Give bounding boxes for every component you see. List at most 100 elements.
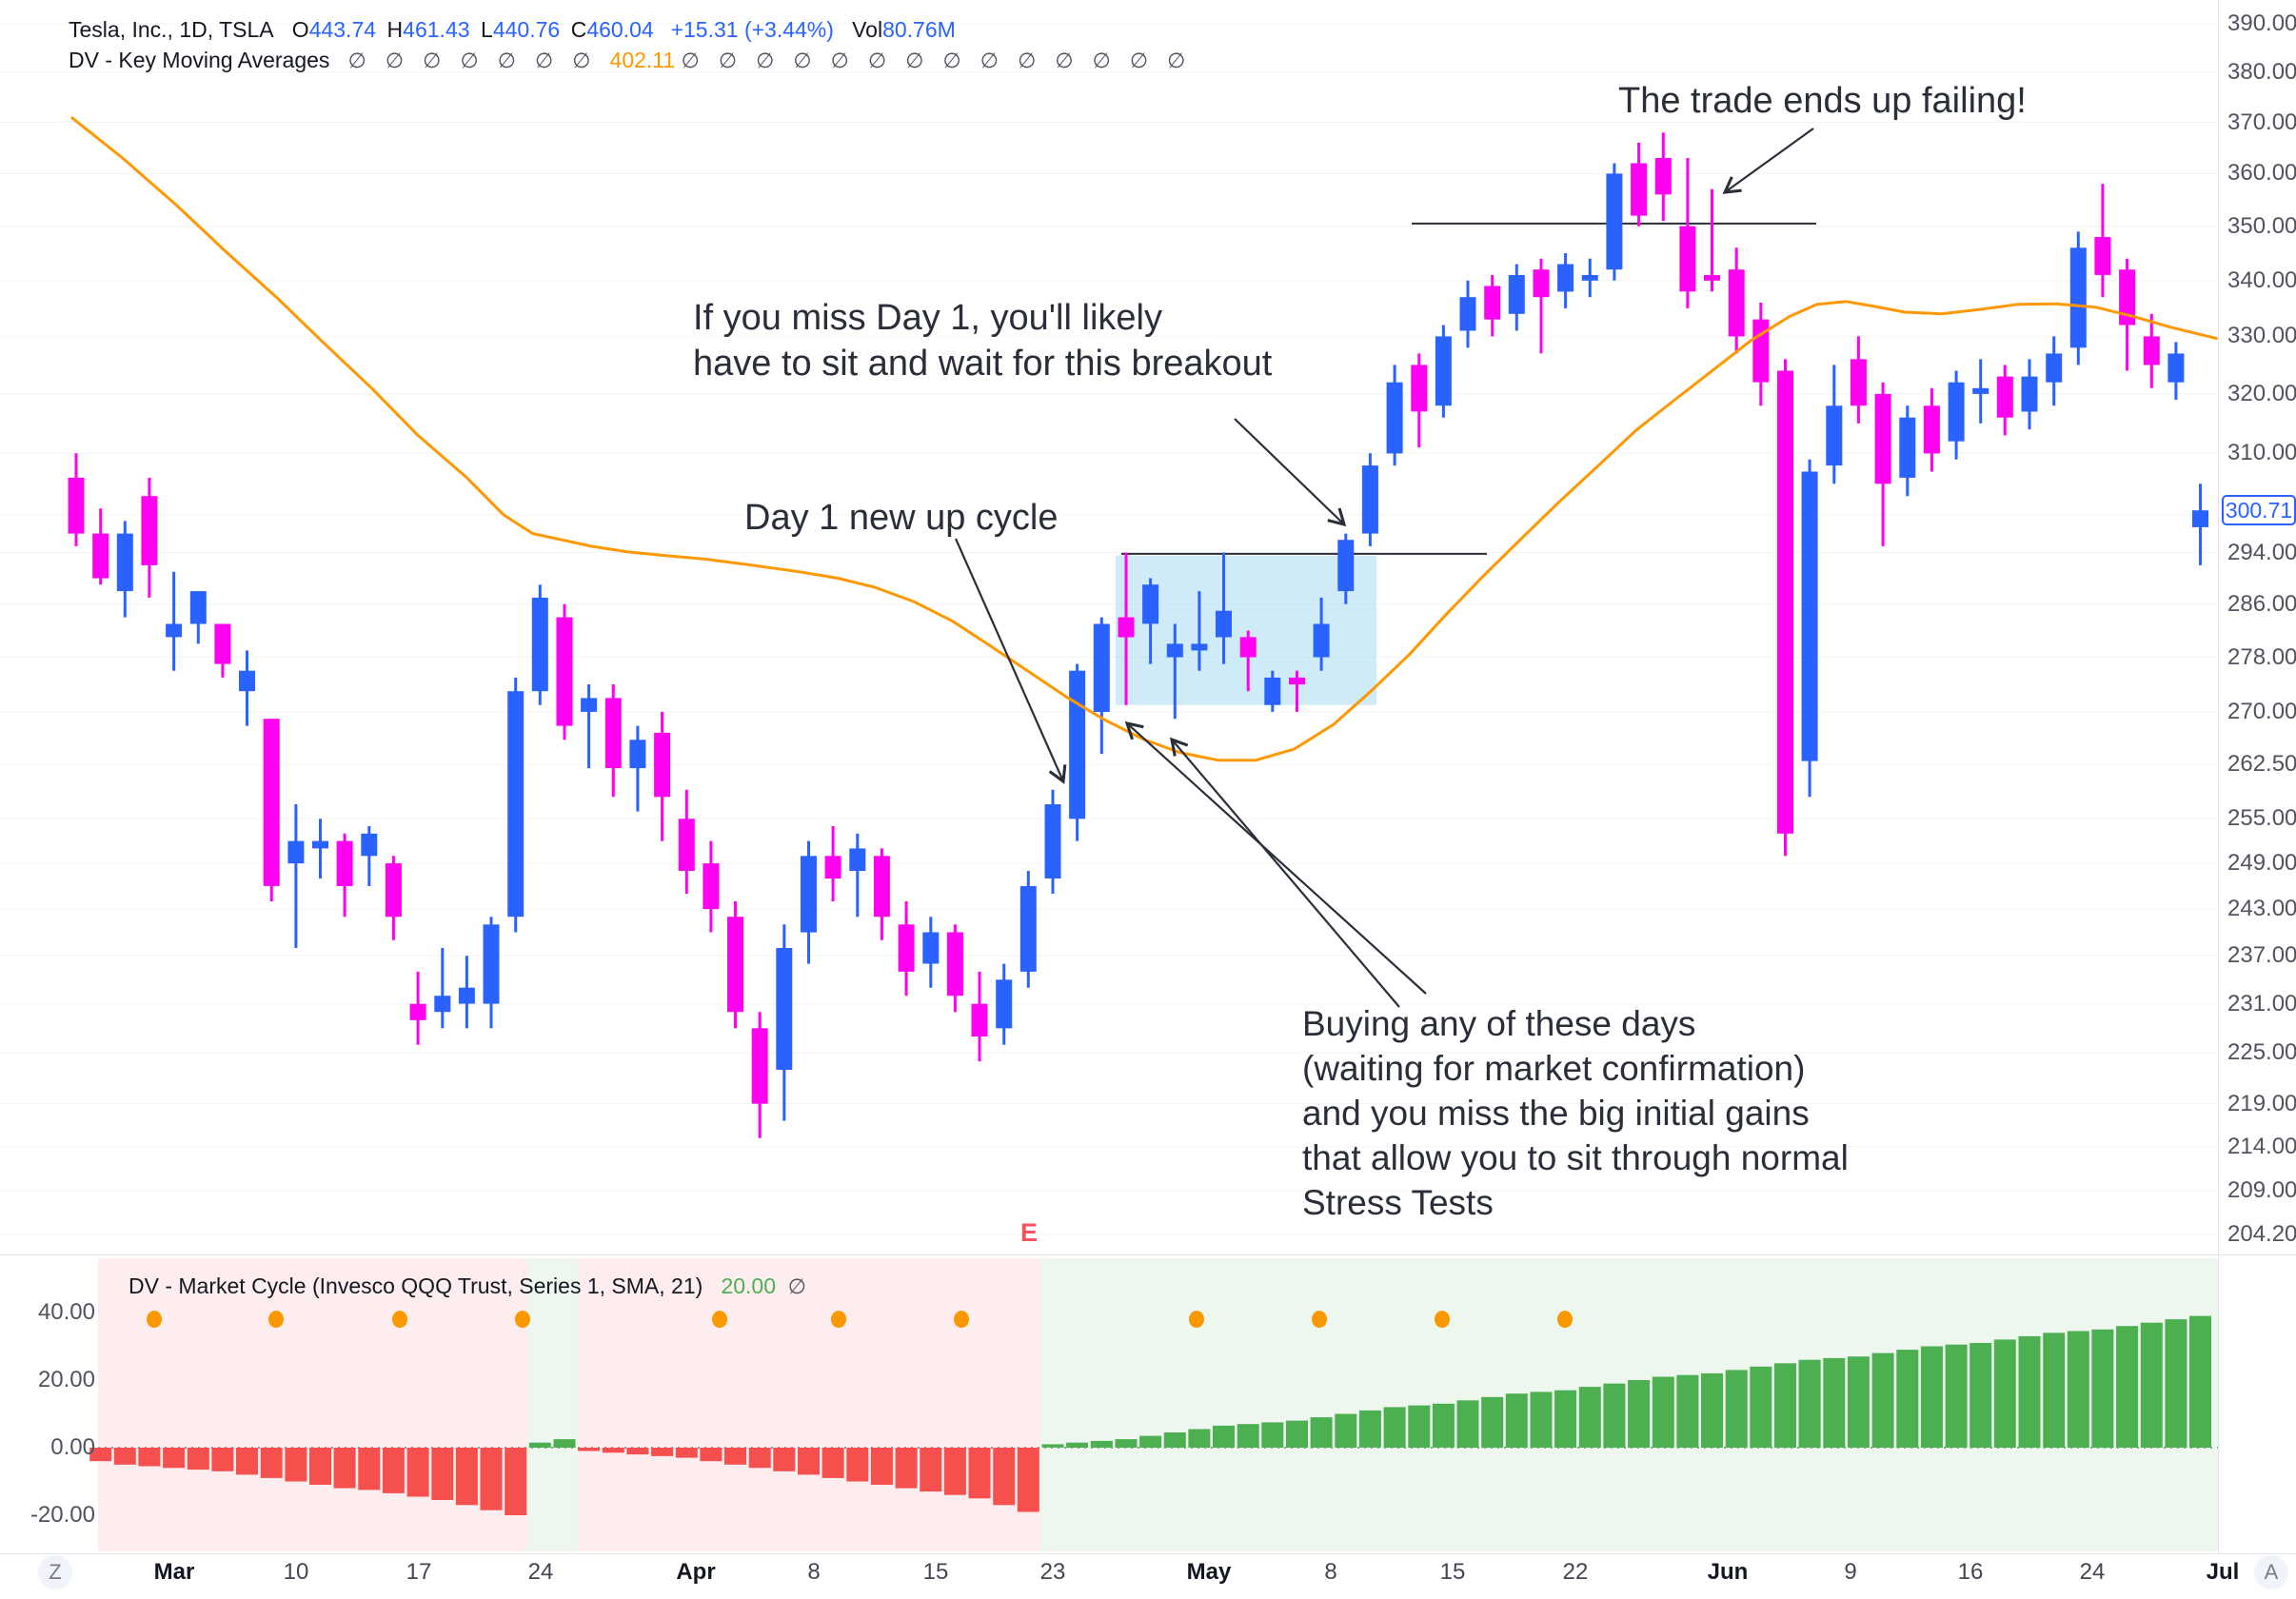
cycle-bar[interactable]	[2116, 1326, 2139, 1448]
candle[interactable]	[1386, 365, 1403, 466]
cycle-bar[interactable]	[920, 1448, 942, 1492]
candle[interactable]	[1435, 325, 1452, 418]
cycle-bar[interactable]	[724, 1448, 746, 1465]
market-cycle-legend[interactable]: DV - Market Cycle (Invesco QQQ Trust, Se…	[129, 1273, 806, 1299]
candle[interactable]	[239, 650, 255, 726]
candle[interactable]	[1948, 370, 1965, 460]
panel-divider[interactable]	[0, 1254, 2296, 1255]
consolidation-box[interactable]	[1116, 555, 1376, 705]
candle[interactable]	[1923, 387, 1940, 472]
candle[interactable]	[1118, 552, 1135, 705]
candle[interactable]	[873, 848, 890, 940]
cycle-bar[interactable]	[1847, 1356, 1870, 1448]
cycle-bar[interactable]	[1993, 1339, 2016, 1448]
candle[interactable]	[2021, 359, 2038, 430]
cycle-bar[interactable]	[1481, 1396, 1504, 1449]
cycle-bar[interactable]	[1798, 1359, 1821, 1448]
candle[interactable]	[1777, 359, 1793, 857]
candle[interactable]	[678, 789, 695, 894]
cycle-bar[interactable]	[700, 1448, 722, 1462]
annotation-buying-days[interactable]: Buying any of these days (waiting for ma…	[1302, 1004, 1849, 1222]
candle[interactable]	[727, 901, 743, 1029]
cycle-bar[interactable]	[553, 1439, 576, 1448]
candle[interactable]	[898, 901, 915, 997]
cycle-bar[interactable]	[748, 1448, 771, 1469]
cycle-bar[interactable]	[1578, 1387, 1601, 1448]
candle[interactable]	[629, 725, 646, 812]
cycle-bar[interactable]	[455, 1448, 478, 1506]
cycle-bar[interactable]	[675, 1448, 698, 1458]
adjust-button[interactable]: A	[2254, 1555, 2288, 1589]
candle[interactable]	[1289, 670, 1305, 712]
candle[interactable]	[849, 833, 866, 918]
candle[interactable]	[1654, 132, 1672, 222]
candle[interactable]	[385, 856, 402, 940]
annotation-arrow[interactable]	[1169, 737, 1400, 1008]
cycle-bar[interactable]	[1505, 1393, 1528, 1448]
cycle-bar[interactable]	[1969, 1343, 1992, 1448]
cycle-bar[interactable]	[1139, 1435, 1162, 1448]
candle[interactable]	[68, 453, 85, 546]
cycle-bar[interactable]	[773, 1448, 796, 1471]
candle[interactable]	[2069, 231, 2087, 365]
cycle-bar[interactable]	[1237, 1424, 1259, 1448]
candle[interactable]	[1142, 578, 1159, 664]
cycle-bar[interactable]	[993, 1448, 1016, 1506]
candle[interactable]	[556, 603, 573, 740]
market-cycle-panel-canvas[interactable]	[0, 1256, 2218, 1553]
candle[interactable]	[1216, 552, 1232, 664]
cycle-bar[interactable]	[406, 1448, 429, 1497]
candle[interactable]	[1337, 533, 1355, 604]
annotation-arrow[interactable]	[1722, 128, 1814, 194]
indicator-legend[interactable]: DV - Key Moving Averages ∅ ∅ ∅ ∅ ∅ ∅ ∅ 4…	[69, 48, 1185, 73]
candle[interactable]	[409, 971, 426, 1045]
cycle-bar[interactable]	[1090, 1440, 1113, 1448]
candle[interactable]	[751, 1012, 768, 1138]
candle[interactable]	[116, 521, 133, 618]
cycle-bar[interactable]	[1896, 1350, 1919, 1448]
candle[interactable]	[166, 571, 183, 671]
cycle-bar[interactable]	[163, 1448, 186, 1469]
cycle-bar[interactable]	[1945, 1344, 1968, 1448]
cycle-bar[interactable]	[1213, 1425, 1235, 1448]
cycle-bar[interactable]	[1286, 1420, 1308, 1448]
cycle-bar[interactable]	[1335, 1413, 1357, 1449]
candle[interactable]	[287, 804, 305, 948]
cycle-bar[interactable]	[626, 1448, 649, 1455]
candle[interactable]	[2167, 342, 2185, 401]
cycle-bar[interactable]	[1383, 1407, 1406, 1448]
candle[interactable]	[1606, 163, 1623, 281]
cycle-bar[interactable]	[1920, 1346, 1943, 1449]
cycle-bar[interactable]	[358, 1448, 381, 1490]
candle[interactable]	[1533, 258, 1550, 354]
cycle-bar[interactable]	[1432, 1403, 1455, 1448]
cycle-bar[interactable]	[1408, 1405, 1431, 1448]
cycle-bar[interactable]	[113, 1448, 136, 1465]
cycle-bar[interactable]	[2091, 1329, 2114, 1449]
candle[interactable]	[1508, 264, 1525, 331]
candle[interactable]	[1044, 789, 1061, 894]
candle[interactable]	[1239, 630, 1257, 692]
annotation-arrow[interactable]	[954, 538, 1067, 784]
candle[interactable]	[1704, 188, 1720, 292]
annotation-trade-fails[interactable]: The trade ends up failing!	[1618, 81, 2027, 121]
earnings-marker[interactable]: E	[1020, 1218, 1039, 1247]
cycle-bar[interactable]	[1871, 1352, 1894, 1448]
candle[interactable]	[1899, 405, 1916, 497]
candle[interactable]	[996, 963, 1013, 1045]
cycle-bar[interactable]	[846, 1448, 869, 1482]
candle[interactable]	[214, 623, 231, 678]
candle[interactable]	[361, 826, 378, 886]
candle[interactable]	[922, 917, 940, 988]
cycle-bar[interactable]	[1774, 1363, 1796, 1449]
cycle-bar[interactable]	[1603, 1383, 1626, 1449]
cycle-bar[interactable]	[1823, 1357, 1846, 1448]
candle[interactable]	[1581, 258, 1598, 298]
candle[interactable]	[141, 477, 158, 598]
cycle-bar[interactable]	[431, 1448, 454, 1500]
annotation-arrow[interactable]	[1124, 721, 1427, 995]
annotation-day1-cycle[interactable]: Day 1 new up cycle	[744, 498, 1059, 538]
cycle-bar[interactable]	[1725, 1370, 1748, 1448]
cycle-bar[interactable]	[895, 1448, 918, 1489]
cycle-bar[interactable]	[578, 1448, 601, 1451]
